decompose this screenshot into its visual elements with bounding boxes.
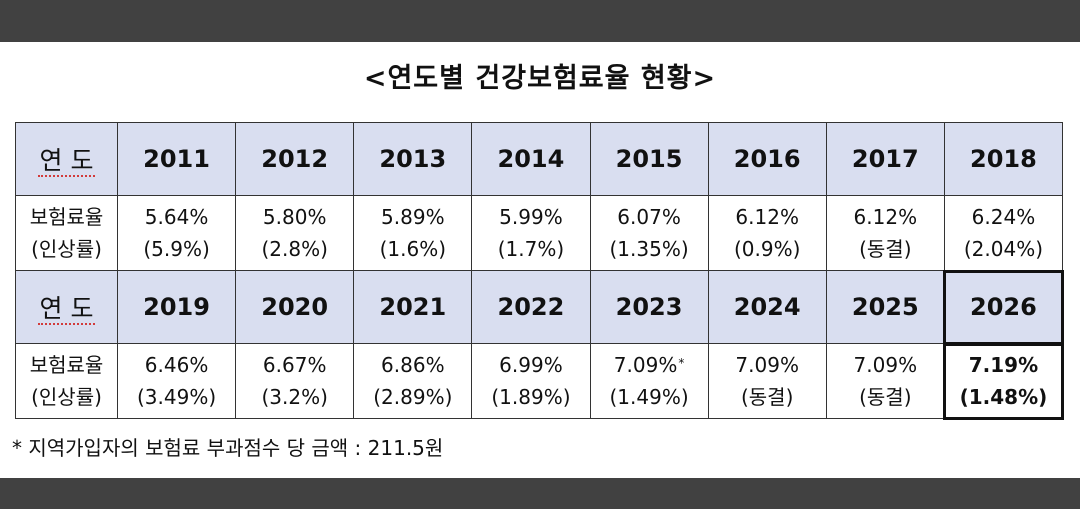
change-label: (인상률) (31, 237, 102, 261)
year-cell: 2011 (116, 122, 237, 196)
rate-cell: 6.12% (0.9%) (707, 195, 827, 271)
rate-value: 6.12% (735, 205, 799, 229)
rate-row-2: 보험료율 (인상률) 6.46% (3.49%) 6.67% (3.2%) 6.86… (15, 342, 1064, 420)
year-cell: 2013 (353, 122, 473, 196)
year-cell: 2025 (825, 270, 945, 344)
change-value: (동결) (859, 237, 912, 261)
change-value: (5.9%) (143, 237, 210, 261)
rate-value: 6.07% (617, 205, 681, 229)
year-row-2: 연 도 2019 2020 2021 2022 2023 2024 2025 2… (15, 269, 1064, 345)
year-cell: 2017 (825, 122, 945, 196)
change-value: (2.04%) (963, 237, 1043, 261)
document-sheet: <연도별 건강보험료율 현황> 연 도 2011 2012 2013 2014 … (0, 42, 1080, 478)
rate-value: 6.86% (381, 353, 445, 377)
rate-cell: 7.09% (동결) (707, 343, 827, 419)
change-value: (1.89%) (491, 385, 571, 409)
rate-row-1: 보험료율 (인상률) 5.64% (5.9%) 5.80% (2.8%) 5.89%… (15, 195, 1064, 271)
rate-value: 6.12% (853, 205, 918, 229)
rate-cell: 6.07% (1.35%) (589, 195, 709, 271)
rate-label: 보험료율 (29, 353, 104, 377)
change-value: (1.6%) (379, 237, 447, 261)
change-value: (1.48%) (959, 385, 1048, 409)
change-value: (3.2%) (261, 385, 328, 409)
year-cell-highlight: 2026 (943, 269, 1064, 345)
rate-cell: 5.89% (1.6%) (353, 195, 473, 271)
rate-value: 5.99% (499, 205, 563, 229)
year-cell: 2019 (116, 270, 237, 344)
rate-label-cell: 보험료율 (인상률) (15, 343, 118, 419)
rate-cell: 6.67% (3.2%) (235, 343, 355, 419)
change-value: (동결) (740, 385, 794, 409)
change-value: (1.35%) (609, 237, 689, 261)
change-value: (2.89%) (373, 385, 453, 409)
rate-value: 6.67% (262, 353, 327, 377)
rate-cell: 5.64% (5.9%) (116, 195, 237, 271)
year-row-1: 연 도 2011 2012 2013 2014 2015 2016 2017 2… (15, 122, 1064, 196)
year-cell: 2024 (707, 270, 827, 344)
year-cell: 2020 (235, 270, 355, 344)
rate-value: 6.46% (144, 353, 209, 377)
year-label-cell: 연 도 (15, 122, 118, 196)
rate-cell: 6.24% (2.04%) (943, 195, 1064, 271)
change-value: (동결) (859, 385, 912, 409)
bottom-frame-bar (0, 478, 1080, 509)
top-frame-bar (0, 0, 1080, 42)
table-title: <연도별 건강보험료율 현황> (363, 63, 717, 94)
rate-cell: 6.12% (동결) (825, 195, 945, 271)
rate-value: 6.24% (971, 205, 1036, 229)
rate-value: 7.19% (968, 353, 1039, 377)
change-value: (1.7%) (497, 237, 565, 261)
year-cell: 2016 (707, 122, 827, 196)
year-cell: 2021 (353, 270, 473, 344)
year-cell: 2014 (471, 122, 591, 196)
change-value: (2.8%) (261, 237, 328, 261)
asterisk-mark: * (678, 356, 685, 370)
rate-cell: 5.99% (1.7%) (471, 195, 591, 271)
change-value: (1.49%) (609, 385, 689, 409)
year-cell: 2012 (235, 122, 355, 196)
rate-label: 보험료율 (29, 205, 104, 229)
year-label: 연 도 (37, 294, 96, 325)
year-label: 연 도 (37, 146, 96, 177)
year-cell: 2018 (943, 122, 1064, 196)
rate-value: 7.09% (853, 353, 918, 377)
rate-table: 연 도 2011 2012 2013 2014 2015 2016 2017 2… (15, 122, 1064, 420)
rate-value: 5.64% (144, 205, 209, 229)
change-label: (인상률) (31, 385, 102, 409)
year-cell: 2022 (471, 270, 591, 344)
year-cell: 2015 (589, 122, 709, 196)
rate-value: 7.09% (735, 353, 799, 377)
rate-value: 5.80% (262, 205, 327, 229)
rate-value: 7.09% (613, 353, 678, 377)
footnote: * 지역가입자의 보험료 부과점수 당 금액 : 211.5원 (12, 436, 444, 460)
rate-label-cell: 보험료율 (인상률) (15, 195, 118, 271)
rate-cell: 6.99% (1.89%) (471, 343, 591, 419)
rate-cell: 7.09% (동결) (825, 343, 945, 419)
change-value: (3.49%) (136, 385, 217, 409)
rate-cell: 7.09%* (1.49%) (589, 343, 709, 419)
rate-value: 5.89% (381, 205, 445, 229)
change-value: (0.9%) (733, 237, 801, 261)
rate-cell-highlight: 7.19% (1.48%) (943, 342, 1064, 420)
year-cell: 2023 (589, 270, 709, 344)
rate-value: 6.99% (499, 353, 563, 377)
rate-cell: 5.80% (2.8%) (235, 195, 355, 271)
year-label-cell: 연 도 (15, 270, 118, 344)
rate-cell: 6.46% (3.49%) (116, 343, 237, 419)
rate-cell: 6.86% (2.89%) (353, 343, 473, 419)
